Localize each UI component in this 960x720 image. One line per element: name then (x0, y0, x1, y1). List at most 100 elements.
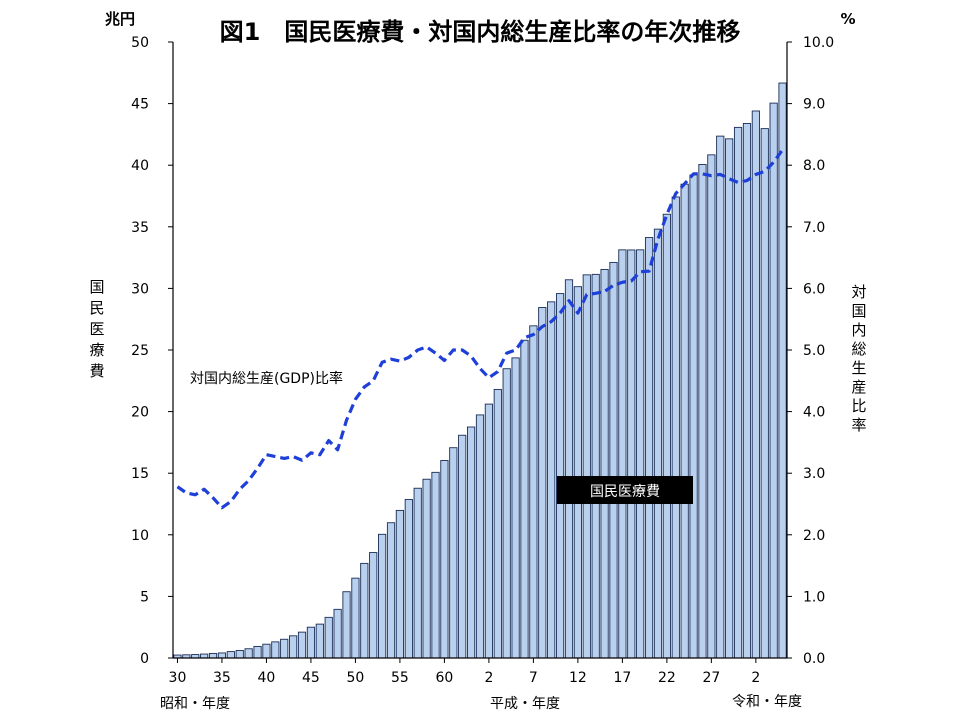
axis-label-char: 比 (851, 397, 866, 415)
left-axis-unit: 兆円 (105, 10, 135, 28)
bar (235, 650, 244, 659)
bar (547, 301, 556, 659)
axis-label-char: 国 (851, 302, 866, 320)
bar (751, 110, 760, 659)
bar (653, 228, 663, 659)
x-tick-label: 60 (435, 670, 453, 686)
bar (422, 478, 431, 659)
gdp-series-label: 対国内総生産(GDP)比率 (190, 370, 343, 387)
axis-label-char: 生 (851, 359, 866, 377)
bar (360, 562, 369, 659)
axis-label-char: 国 (89, 278, 104, 296)
bar (698, 164, 707, 659)
bar (458, 434, 467, 659)
x-tick-label: 50 (347, 670, 365, 686)
right-tick-label: 10.0 (803, 35, 834, 51)
left-tick-label: 10 (131, 528, 149, 544)
x-tick-label: 12 (569, 670, 587, 686)
bar (600, 268, 609, 659)
right-tick-label: 2.0 (803, 528, 825, 544)
left-tick-label: 15 (131, 466, 149, 482)
left-tick-label: 25 (131, 343, 149, 359)
x-axis-ticks: 30 35 40 45 50 55 60 2 7 12 17 22 27 2 (169, 658, 760, 686)
bar (511, 357, 520, 659)
axis-label-char: 療 (89, 341, 104, 359)
x-tick-label: 35 (213, 670, 231, 686)
bar (529, 325, 538, 659)
x-tick-label: 2 (484, 670, 493, 686)
left-tick-label: 0 (140, 651, 149, 667)
left-tick-label: 20 (131, 405, 149, 421)
left-tick-label: 45 (131, 97, 149, 113)
bar (555, 293, 565, 659)
axis-label-char: 総 (851, 340, 866, 358)
bar (475, 414, 485, 659)
right-tick-label: 1.0 (803, 589, 825, 605)
x-tick-label: 2 (751, 670, 760, 686)
bar (217, 652, 227, 659)
bar (725, 138, 734, 659)
left-tick-label: 5 (140, 589, 149, 605)
bar (378, 533, 387, 659)
bar (440, 460, 449, 659)
bar (324, 616, 333, 659)
bar-series-label: 国民医療費 (590, 483, 660, 500)
bar (315, 623, 324, 659)
axis-label-char: 民 (89, 299, 104, 317)
axis-label-char: 内 (851, 321, 866, 339)
bar (689, 174, 698, 659)
bar (395, 509, 405, 659)
right-axis-unit: % (840, 10, 855, 28)
bar (262, 643, 271, 659)
right-tick-label: 4.0 (803, 405, 825, 421)
bar (351, 577, 360, 659)
bar-series-label-box (557, 476, 693, 504)
x-tick-label: 40 (258, 670, 276, 686)
bar (520, 339, 529, 659)
right-tick-label: 3.0 (803, 466, 825, 482)
left-tick-label: 40 (131, 158, 149, 174)
bar-series (173, 82, 787, 659)
left-tick-label: 30 (131, 281, 149, 297)
bar (636, 249, 645, 659)
x-tick-label: 17 (613, 670, 631, 686)
gdp-ratio-line (176, 148, 784, 510)
right-tick-label: 7.0 (803, 220, 825, 236)
bar (538, 307, 547, 659)
right-tick-label: 8.0 (803, 158, 825, 174)
bar (244, 648, 253, 659)
bar (680, 183, 689, 659)
bar (333, 608, 342, 659)
axis-label-char: 費 (89, 362, 104, 380)
bar (271, 641, 280, 659)
bar (493, 388, 502, 659)
axis-label-char: 率 (851, 416, 866, 434)
right-tick-label: 0.0 (803, 651, 825, 667)
bar (760, 128, 769, 659)
x-tick-label: 27 (702, 670, 720, 686)
right-tick-label: 6.0 (803, 281, 825, 297)
axis-label-char: 産 (851, 378, 866, 396)
bar (226, 651, 235, 659)
bar (449, 447, 458, 659)
x-tick-label: 45 (302, 670, 320, 686)
bar (707, 154, 716, 659)
right-tick-label: 9.0 (803, 97, 825, 113)
bar (716, 135, 725, 659)
axis-label-char: 対 (851, 283, 866, 301)
right-tick-label: 5.0 (803, 343, 825, 359)
bar (431, 471, 440, 659)
bar (297, 631, 307, 659)
bar (484, 403, 494, 659)
bar (609, 261, 618, 659)
bar (306, 626, 316, 659)
bar (289, 635, 298, 659)
right-axis-label: 対国内総生産比率 (851, 283, 866, 434)
bar (591, 273, 600, 659)
bar (573, 286, 582, 659)
bar (342, 591, 351, 659)
axis-label-char: 医 (89, 320, 104, 338)
bar (502, 368, 511, 659)
bar (582, 274, 591, 659)
